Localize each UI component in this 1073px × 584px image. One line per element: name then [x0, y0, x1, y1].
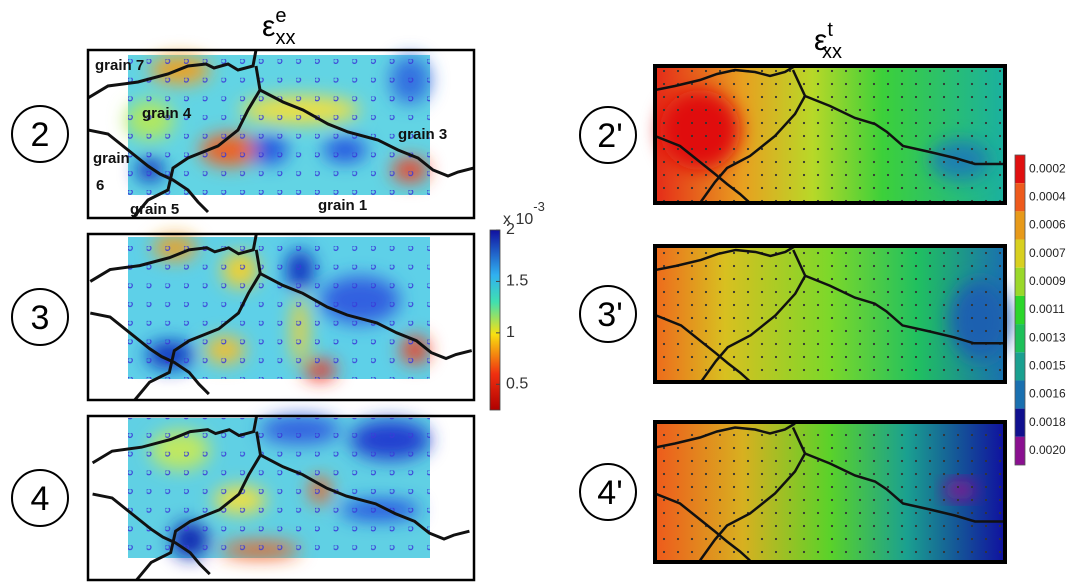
right-map-4: [653, 420, 1007, 564]
color-block: [1015, 295, 1025, 325]
colorbar-label: 0.0015: [1029, 359, 1066, 373]
colorbar-label: 0.0013: [1029, 330, 1066, 344]
grain-label: grain: [93, 150, 130, 167]
left-colorbar: x 10-3 0.5 1 1.5 2: [489, 199, 545, 411]
colorbar-label: 0.0009: [1029, 274, 1066, 288]
panel-circle: [579, 106, 637, 164]
color-block: [1015, 267, 1025, 296]
panel-circle: [579, 285, 637, 343]
left-map-2: [86, 48, 476, 220]
colorbar-label: 0.0004: [1029, 189, 1066, 203]
color-block: [1015, 183, 1025, 212]
colorbar-label: 0.0006: [1029, 218, 1066, 232]
grain-label: grain 1: [318, 197, 367, 214]
left-map-4: [86, 414, 476, 582]
tick-label: 0.5: [506, 376, 528, 393]
right-title: εt xx: [814, 19, 842, 63]
grain-label: grain 5: [130, 201, 179, 218]
left-title: εe xx: [262, 5, 296, 49]
right-colorbar: 0.0002 0.0004 0.0006 0.0007 0.0009 0.0011 0.00…: [1014, 154, 1066, 466]
panel-circle: [11, 288, 69, 346]
right-map-3: [653, 244, 1010, 384]
colorbar-label: 0.0011: [1029, 302, 1065, 316]
tick-label: 1.5: [506, 273, 528, 290]
color-block: [1015, 408, 1025, 437]
colorbar-label: 0.0020: [1029, 443, 1066, 457]
color-block: [1015, 352, 1025, 381]
panel-label: 3: [31, 299, 50, 337]
colorbar-multiplier: x 10-3: [503, 199, 545, 228]
color-block: [1015, 211, 1025, 240]
panel-circle: [11, 105, 69, 163]
panel-labels: 2 3 4 2' 3' 4': [11, 105, 637, 527]
color-block: [1015, 239, 1025, 268]
grain-label: grain 3: [398, 126, 447, 143]
color-block: [1015, 324, 1025, 353]
colorbar-frame: [1014, 154, 1026, 466]
right-map-2: [653, 64, 1007, 205]
grain-label: 6: [96, 177, 104, 194]
tick-label: 1: [506, 324, 515, 341]
colorbar-label: 0.0007: [1029, 246, 1066, 260]
panel-label: 2: [31, 116, 50, 154]
grain-label: grain 7: [95, 57, 144, 74]
colorbar-label: 0.0016: [1029, 387, 1066, 401]
panel-label: 2': [597, 117, 622, 155]
colorbar-label: 0.0018: [1029, 415, 1066, 429]
panel-label: 4': [597, 474, 622, 512]
tick-label: 2: [506, 221, 515, 238]
panel-circle: [579, 463, 637, 521]
color-block: [1015, 436, 1025, 465]
panel-circle: [11, 469, 69, 527]
panel-label: 4: [31, 480, 50, 518]
grain-label: grain 4: [142, 105, 192, 122]
left-map-3: [86, 232, 476, 402]
color-block: [1015, 380, 1025, 409]
color-block: [1015, 155, 1025, 184]
colorbar-label: 0.0002: [1029, 161, 1066, 175]
panel-label: 3': [597, 296, 622, 334]
